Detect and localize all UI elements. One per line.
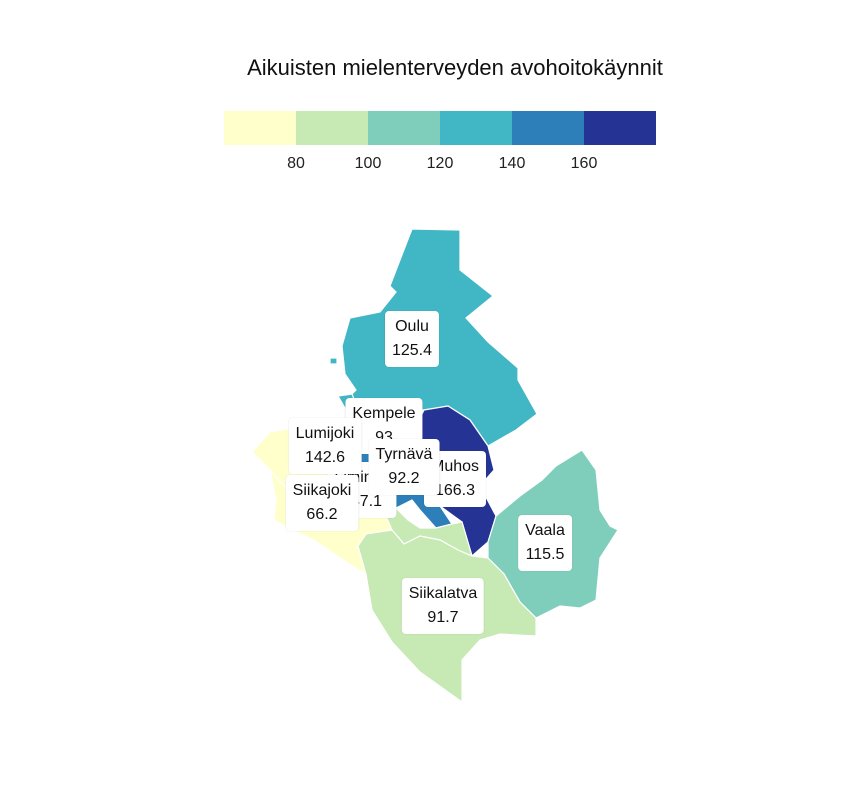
region-label-value: 115.5	[525, 546, 565, 563]
legend-tick: 100	[354, 155, 382, 172]
region-label: Tyrnävä 92.2	[368, 439, 440, 495]
legend-swatch	[296, 111, 368, 145]
region-label: Siikajoki 66.2	[285, 475, 359, 531]
region-label: Siikalatva 91.7	[401, 578, 485, 634]
legend-swatch	[224, 111, 296, 145]
legend-tick: 140	[498, 155, 526, 172]
region-label-value: 166.3	[434, 482, 476, 499]
region-label-name: Siikalatva	[408, 585, 478, 602]
region-label-value: 91.7	[427, 609, 459, 626]
region-label: Oulu 125.4	[384, 311, 440, 367]
region-label-name: Siikajoki	[292, 482, 352, 499]
region-label-name: Tyrnävä	[375, 446, 433, 463]
legend-tick: 160	[570, 155, 598, 172]
region-label-name: Muhos	[430, 458, 480, 475]
color-legend	[224, 111, 656, 145]
region-label: Lumijoki 142.6	[288, 418, 362, 474]
region-label-name: Lumijoki	[295, 425, 355, 442]
region-label-value: 125.4	[391, 342, 433, 359]
region-label: Vaala 115.5	[518, 515, 572, 571]
region-label-value: 142.6	[304, 449, 346, 466]
region-label-name: Kempele	[352, 405, 416, 422]
region-label-name: Oulu	[395, 318, 429, 335]
legend-swatch	[584, 111, 656, 145]
legend-swatch	[512, 111, 584, 145]
map-title: Aikuisten mielenterveyden avohoitokäynni…	[247, 55, 663, 80]
region-label-value: 66.2	[306, 506, 338, 523]
legend-tick: 120	[426, 155, 454, 172]
legend-tick: 80	[287, 155, 305, 172]
region-label-value: 92.2	[388, 470, 420, 487]
legend-swatch	[368, 111, 440, 145]
region-oulu-island[interactable]	[329, 357, 338, 365]
legend-swatch	[440, 111, 512, 145]
region-label-name: Vaala	[525, 522, 565, 539]
